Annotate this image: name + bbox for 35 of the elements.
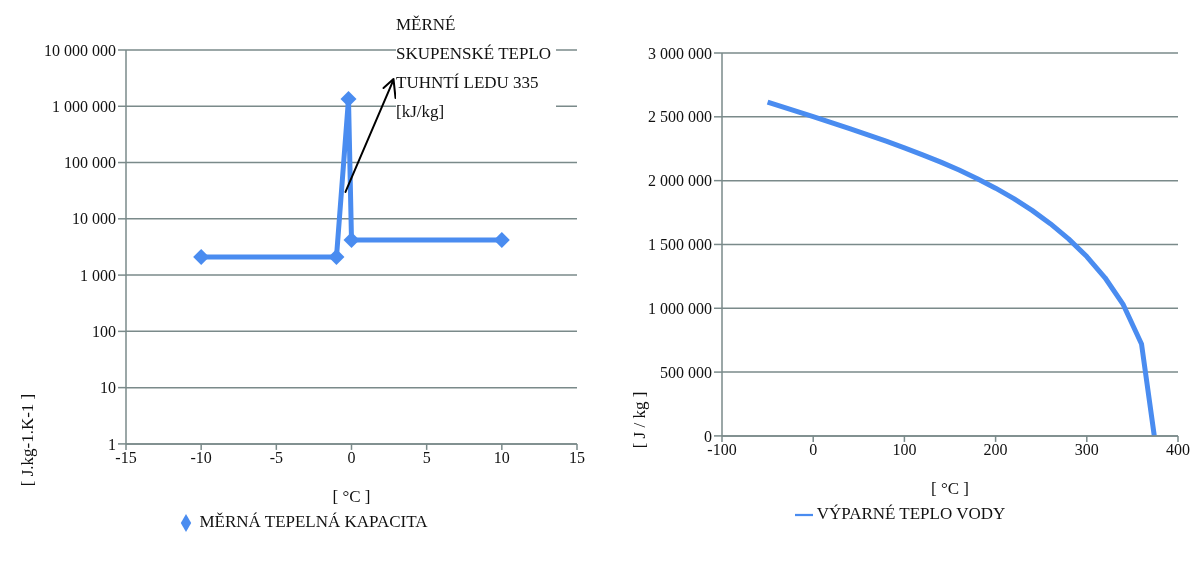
y-axis-title: [ J / kg ]: [630, 391, 650, 449]
y-axis-title: [ J.kg-1.K-1 ]: [18, 393, 38, 487]
point: [343, 232, 360, 249]
y-tick-label: 10 000 000: [44, 41, 116, 59]
y-tick-label: 1: [108, 435, 116, 453]
y-tick-label: 500 000: [660, 363, 712, 381]
y-tick-label: 100 000: [64, 154, 116, 172]
x-tick-label: 100: [892, 441, 917, 459]
annotation: MĚRNÉ SKUPENSKÉ TEPLO TUHNTÍ LEDU 335 [kJ/kg]: [396, 10, 556, 126]
y-tick-label: 3 000 000: [648, 44, 712, 62]
y-tick-label: 1 000 000: [52, 97, 116, 115]
x-tick-label: 200: [983, 441, 1008, 459]
y-tick-label: 100: [92, 323, 116, 341]
x-tick-label: -10: [190, 449, 212, 467]
y-tick-label: 1 000: [80, 266, 116, 284]
y-tick-label: 1 500 000: [648, 236, 712, 254]
legend-label: MĚRNÁ TEPELNÁ KAPACITA: [199, 511, 428, 531]
legend-label: VÝPARNÉ TEPLO VODY: [816, 503, 1006, 523]
y-tick-label: 1 000 000: [648, 299, 712, 317]
y-tick-label: 2 000 000: [648, 172, 712, 190]
point: [328, 248, 345, 265]
x-tick-label: 0: [809, 441, 818, 459]
y-tick-label: 10 000: [72, 210, 116, 228]
x-tick-label: 15: [569, 449, 585, 467]
y-tick-label: 10: [100, 379, 116, 397]
x-tick-label: 0: [347, 449, 356, 467]
x-tick-label: -5: [269, 449, 283, 467]
x-tick-label: 400: [1166, 441, 1190, 459]
x-tick-label: 10: [493, 449, 510, 467]
y-tick-label: 2 500 000: [648, 108, 712, 126]
x-tick-label: -15: [115, 449, 137, 467]
x-axis-title: [ °C ]: [332, 486, 371, 506]
x-tick-label: 5: [422, 449, 431, 467]
x-tick-label: 300: [1074, 441, 1099, 459]
x-axis-title: [ °C ]: [931, 478, 969, 498]
